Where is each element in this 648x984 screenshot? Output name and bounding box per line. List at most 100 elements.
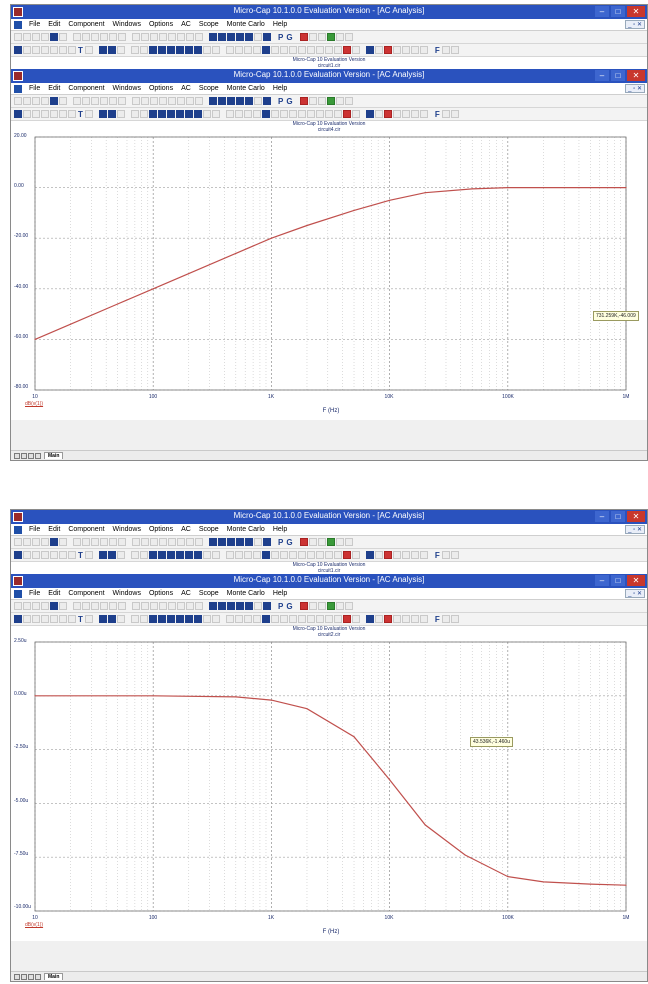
toolbar-button[interactable]: P [278, 32, 284, 42]
toolbar-button-icon[interactable] [270, 46, 279, 54]
toolbar-button-icon[interactable] [308, 602, 317, 610]
toolbar-button-icon[interactable] [107, 551, 116, 559]
toolbar-button-icon[interactable] [243, 615, 252, 623]
toolbar-button-icon[interactable] [236, 33, 244, 41]
toolbar-button-icon[interactable] [263, 33, 271, 41]
toolbar-button-icon[interactable] [50, 110, 58, 118]
toolbar-button-icon[interactable] [168, 602, 176, 610]
toolbar-button-icon[interactable] [392, 46, 401, 54]
toolbar-button-icon[interactable] [326, 538, 335, 546]
maximize-button[interactable]: □ [611, 511, 625, 522]
toolbar-button-icon[interactable] [218, 97, 226, 105]
trace-curve[interactable] [35, 695, 627, 886]
menu-ac[interactable]: AC [181, 526, 191, 533]
toolbar-button-icon[interactable] [324, 110, 333, 118]
toolbar-button-icon[interactable] [14, 615, 22, 623]
toolbar-button-icon[interactable] [392, 110, 401, 118]
minimize-button[interactable]: – [595, 511, 609, 522]
document-icon[interactable] [14, 589, 22, 598]
toolbar-button-icon[interactable] [419, 551, 428, 559]
minimize-button[interactable]: – [595, 6, 609, 17]
toolbar-button-icon[interactable] [234, 615, 243, 623]
toolbar-button-icon[interactable] [211, 551, 220, 559]
toolbar-button-icon[interactable] [166, 551, 175, 559]
toolbar-button-icon[interactable] [109, 602, 117, 610]
toolbar-button-icon[interactable] [333, 110, 342, 118]
toolbar-button-icon[interactable] [175, 46, 184, 54]
document-icon[interactable] [14, 20, 22, 29]
toolbar-button-icon[interactable] [73, 33, 81, 41]
menu-file[interactable]: File [29, 526, 41, 533]
toolbar-button-icon[interactable] [150, 602, 158, 610]
toolbar-button-icon[interactable] [315, 46, 324, 54]
toolbar-button-icon[interactable] [41, 602, 49, 610]
toolbar-button-icon[interactable] [211, 615, 220, 623]
toolbar-button-icon[interactable] [365, 46, 374, 54]
menu-component[interactable]: Component [68, 21, 105, 28]
toolbar-button-icon[interactable] [306, 551, 315, 559]
toolbar-button-icon[interactable] [41, 551, 49, 559]
maximize-button[interactable]: □ [611, 575, 625, 586]
toolbar-button-icon[interactable] [41, 110, 49, 118]
toolbar-button-icon[interactable] [202, 615, 211, 623]
toolbar-button-icon[interactable] [68, 615, 76, 623]
toolbar-button-icon[interactable] [82, 97, 90, 105]
menu-help[interactable]: Help [272, 21, 288, 28]
toolbar-button-icon[interactable] [141, 538, 149, 546]
toolbar-button-icon[interactable] [324, 46, 333, 54]
toolbar-button-icon[interactable] [41, 615, 49, 623]
toolbar-button-icon[interactable] [441, 110, 450, 118]
toolbar-button-icon[interactable] [91, 33, 99, 41]
toolbar-button-icon[interactable] [450, 551, 459, 559]
toolbar-button[interactable]: F [434, 45, 440, 55]
toolbar-button-icon[interactable] [227, 602, 235, 610]
maximize-button[interactable]: □ [611, 6, 625, 17]
toolbar-button-icon[interactable] [342, 46, 351, 54]
toolbar-button-icon[interactable] [168, 538, 176, 546]
toolbar-button-icon[interactable] [84, 551, 93, 559]
toolbar-button-icon[interactable] [150, 33, 158, 41]
toolbar-button-icon[interactable] [41, 46, 49, 54]
toolbar-button-icon[interactable] [175, 615, 184, 623]
toolbar-button-icon[interactable] [333, 615, 342, 623]
mdi-window-controls[interactable]: _ ▫ ✕ [625, 20, 645, 29]
toolbar-button-icon[interactable] [107, 46, 116, 54]
toolbar-button-icon[interactable] [91, 602, 99, 610]
close-button[interactable]: ✕ [627, 511, 645, 522]
toolbar-button-icon[interactable] [365, 110, 374, 118]
toolbar-button-icon[interactable] [193, 615, 202, 623]
toolbar-button-icon[interactable] [450, 46, 459, 54]
toolbar-button-icon[interactable] [209, 33, 217, 41]
toolbar-button[interactable]: G [286, 96, 293, 106]
toolbar-button-icon[interactable] [73, 602, 81, 610]
toolbar-button-icon[interactable] [227, 33, 235, 41]
toolbar-button-icon[interactable] [41, 97, 49, 105]
toolbar-button-icon[interactable] [59, 97, 67, 105]
toolbar-button-icon[interactable] [288, 551, 297, 559]
toolbar-button-icon[interactable] [441, 615, 450, 623]
toolbar-button-icon[interactable] [50, 615, 58, 623]
toolbar-button-icon[interactable] [236, 602, 244, 610]
toolbar-button-icon[interactable] [392, 615, 401, 623]
toolbar-button-icon[interactable] [326, 97, 335, 105]
toolbar-button-icon[interactable] [98, 615, 107, 623]
toolbar-button-icon[interactable] [234, 110, 243, 118]
toolbar-button-icon[interactable] [333, 46, 342, 54]
toolbar-button-icon[interactable] [50, 602, 58, 610]
toolbar-button-icon[interactable] [441, 46, 450, 54]
toolbar-button-icon[interactable] [50, 551, 58, 559]
toolbar-button[interactable]: G [286, 601, 293, 611]
toolbar-button-icon[interactable] [299, 538, 308, 546]
toolbar-button-icon[interactable] [392, 551, 401, 559]
toolbar-button-icon[interactable] [344, 97, 353, 105]
toolbar-button[interactable]: P [278, 537, 284, 547]
toolbar-button-icon[interactable] [365, 551, 374, 559]
toolbar-button-icon[interactable] [410, 615, 419, 623]
toolbar-button-icon[interactable] [225, 110, 234, 118]
toolbar-button-icon[interactable] [326, 602, 335, 610]
menu-monte-carlo[interactable]: Monte Carlo [226, 526, 265, 533]
toolbar-button-icon[interactable] [184, 615, 193, 623]
toolbar-button-icon[interactable] [118, 97, 126, 105]
toolbar-button-icon[interactable] [351, 551, 360, 559]
toolbar-button-icon[interactable] [23, 538, 31, 546]
